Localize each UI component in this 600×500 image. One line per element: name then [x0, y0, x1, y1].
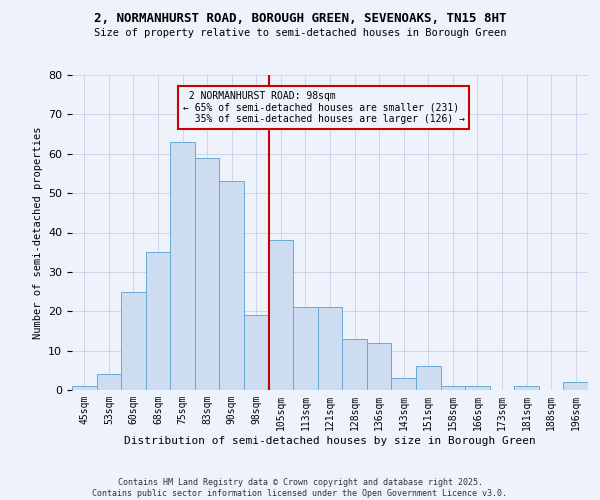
Bar: [367, 343, 391, 390]
Bar: [97, 374, 121, 390]
Bar: [342, 339, 367, 390]
Text: 2, NORMANHURST ROAD, BOROUGH GREEN, SEVENOAKS, TN15 8HT: 2, NORMANHURST ROAD, BOROUGH GREEN, SEVE…: [94, 12, 506, 26]
Bar: [318, 308, 342, 390]
Bar: [514, 386, 539, 390]
Bar: [269, 240, 293, 390]
Text: Size of property relative to semi-detached houses in Borough Green: Size of property relative to semi-detach…: [94, 28, 506, 38]
Bar: [293, 308, 318, 390]
Text: 2 NORMANHURST ROAD: 98sqm
← 65% of semi-detached houses are smaller (231)
  35% : 2 NORMANHURST ROAD: 98sqm ← 65% of semi-…: [182, 91, 464, 124]
Bar: [72, 386, 97, 390]
Bar: [391, 378, 416, 390]
Bar: [195, 158, 220, 390]
Bar: [146, 252, 170, 390]
Bar: [220, 182, 244, 390]
Bar: [563, 382, 588, 390]
Y-axis label: Number of semi-detached properties: Number of semi-detached properties: [32, 126, 43, 339]
Bar: [440, 386, 465, 390]
Bar: [465, 386, 490, 390]
Bar: [416, 366, 440, 390]
Bar: [244, 315, 269, 390]
Bar: [121, 292, 146, 390]
X-axis label: Distribution of semi-detached houses by size in Borough Green: Distribution of semi-detached houses by …: [124, 436, 536, 446]
Text: Contains HM Land Registry data © Crown copyright and database right 2025.
Contai: Contains HM Land Registry data © Crown c…: [92, 478, 508, 498]
Bar: [170, 142, 195, 390]
